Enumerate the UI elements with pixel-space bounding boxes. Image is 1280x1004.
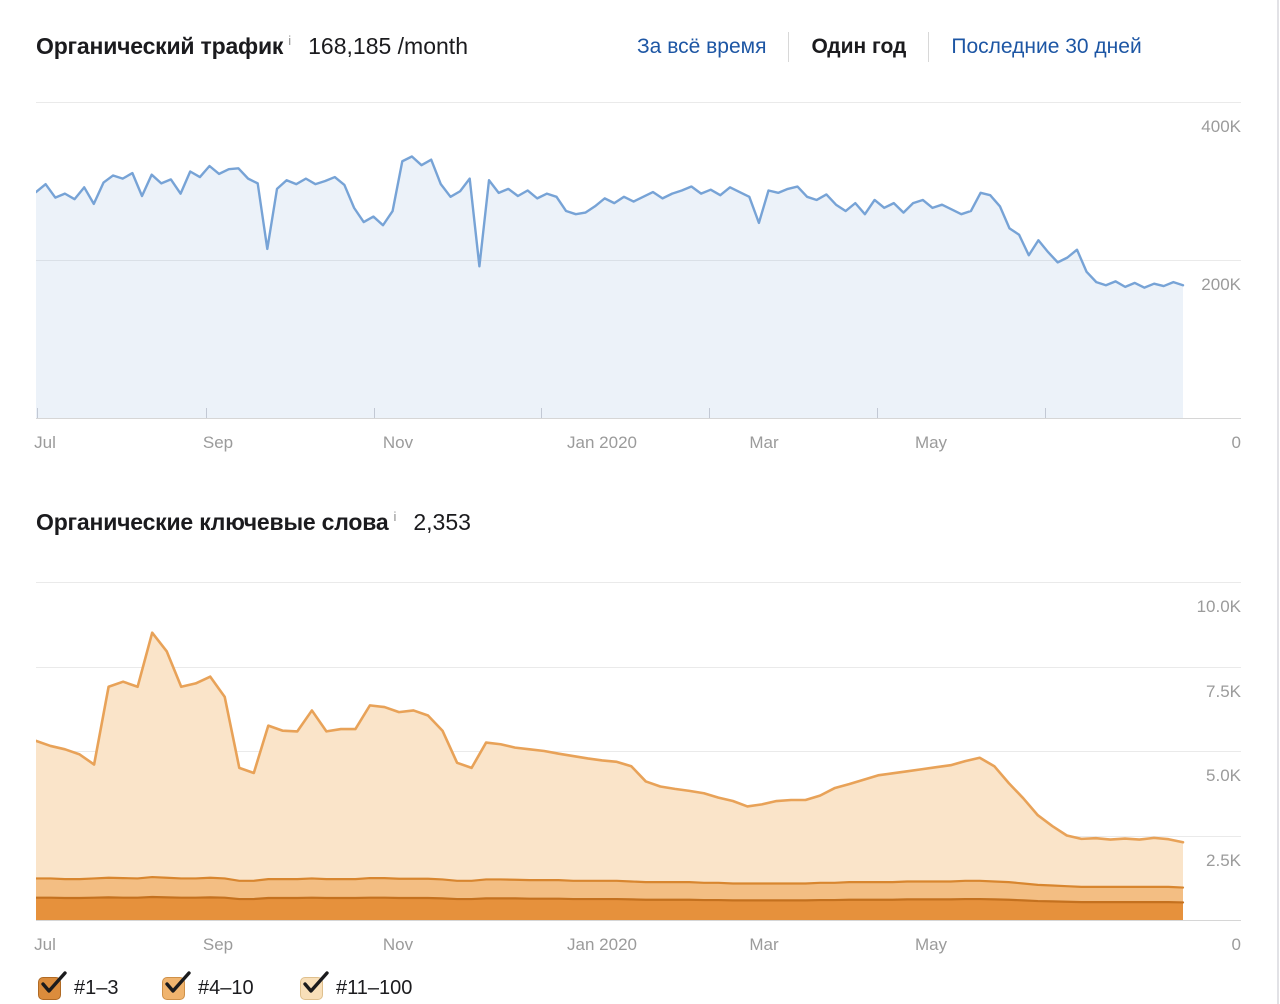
check-icon bbox=[303, 971, 329, 993]
x-axis-label: Jan 2020 bbox=[567, 935, 637, 954]
traffic-line bbox=[36, 155, 1185, 289]
page-right-border bbox=[1277, 0, 1279, 1004]
x-axis-label: Jul bbox=[34, 935, 56, 954]
keywords-section-header: Органические ключевые слова i 2,353 bbox=[36, 506, 471, 542]
tab-one-year[interactable]: Один год bbox=[811, 35, 907, 58]
x-axis-label: Nov bbox=[382, 433, 414, 452]
legend-item-1-3[interactable]: #1–3 bbox=[38, 971, 119, 1002]
keywords-band-fill-2 bbox=[36, 632, 1183, 920]
x-axis-label: Mar bbox=[749, 935, 779, 954]
checkbox-11-100[interactable] bbox=[300, 971, 329, 1000]
time-range-tabs: За всё время Один год Последние 30 дней bbox=[637, 30, 1142, 64]
keywords-section-title: Органические ключевые слова bbox=[36, 509, 389, 535]
x-axis-label: Sep bbox=[202, 935, 234, 954]
keywords-band-line-1 bbox=[36, 875, 1185, 889]
legend-item-11-100[interactable]: #11–100 bbox=[300, 971, 413, 1002]
legend-label-11-100: #11–100 bbox=[336, 977, 413, 999]
x-axis-label: Mar bbox=[749, 433, 779, 452]
traffic-section-header: Органический трафик i 168,185 /month bbox=[36, 30, 468, 66]
x-axis-label: Jan 2020 bbox=[567, 433, 637, 452]
tab-all-time[interactable]: За всё время bbox=[637, 35, 767, 58]
x-axis-label: Jul bbox=[34, 433, 56, 452]
legend-label-1-3: #1–3 bbox=[74, 977, 119, 999]
x-axis-label: May bbox=[914, 433, 948, 452]
checkbox-1-3[interactable] bbox=[38, 971, 67, 1000]
traffic-chart-svg[interactable] bbox=[36, 102, 1241, 420]
traffic-value: 168,185 /month bbox=[308, 33, 468, 59]
x-axis-label: Sep bbox=[202, 433, 234, 452]
keywords-band-line-2 bbox=[36, 631, 1185, 844]
info-icon[interactable]: i bbox=[393, 509, 397, 524]
keywords-band-line-0 bbox=[36, 895, 1185, 904]
y-axis-label: 0 bbox=[1231, 433, 1241, 452]
tab-divider bbox=[788, 32, 790, 62]
info-icon[interactable]: i bbox=[288, 33, 292, 48]
check-icon bbox=[41, 971, 67, 993]
x-axis-label: May bbox=[914, 935, 948, 954]
legend-item-4-10[interactable]: #4–10 bbox=[162, 971, 254, 1002]
traffic-section-title: Органический трафик bbox=[36, 33, 284, 59]
x-axis-label: Nov bbox=[382, 935, 414, 954]
y-axis-label: 0 bbox=[1231, 935, 1241, 954]
tab-last-30-days[interactable]: Последние 30 дней bbox=[951, 35, 1142, 58]
traffic-area-fill bbox=[36, 156, 1183, 418]
keywords-chart-svg[interactable] bbox=[36, 582, 1241, 922]
keywords-band-fill-0 bbox=[36, 897, 1183, 920]
checkbox-4-10[interactable] bbox=[162, 971, 191, 1000]
check-icon bbox=[165, 971, 191, 993]
tab-divider bbox=[928, 32, 930, 62]
legend-label-4-10: #4–10 bbox=[198, 977, 254, 999]
keywords-value: 2,353 bbox=[413, 509, 471, 535]
